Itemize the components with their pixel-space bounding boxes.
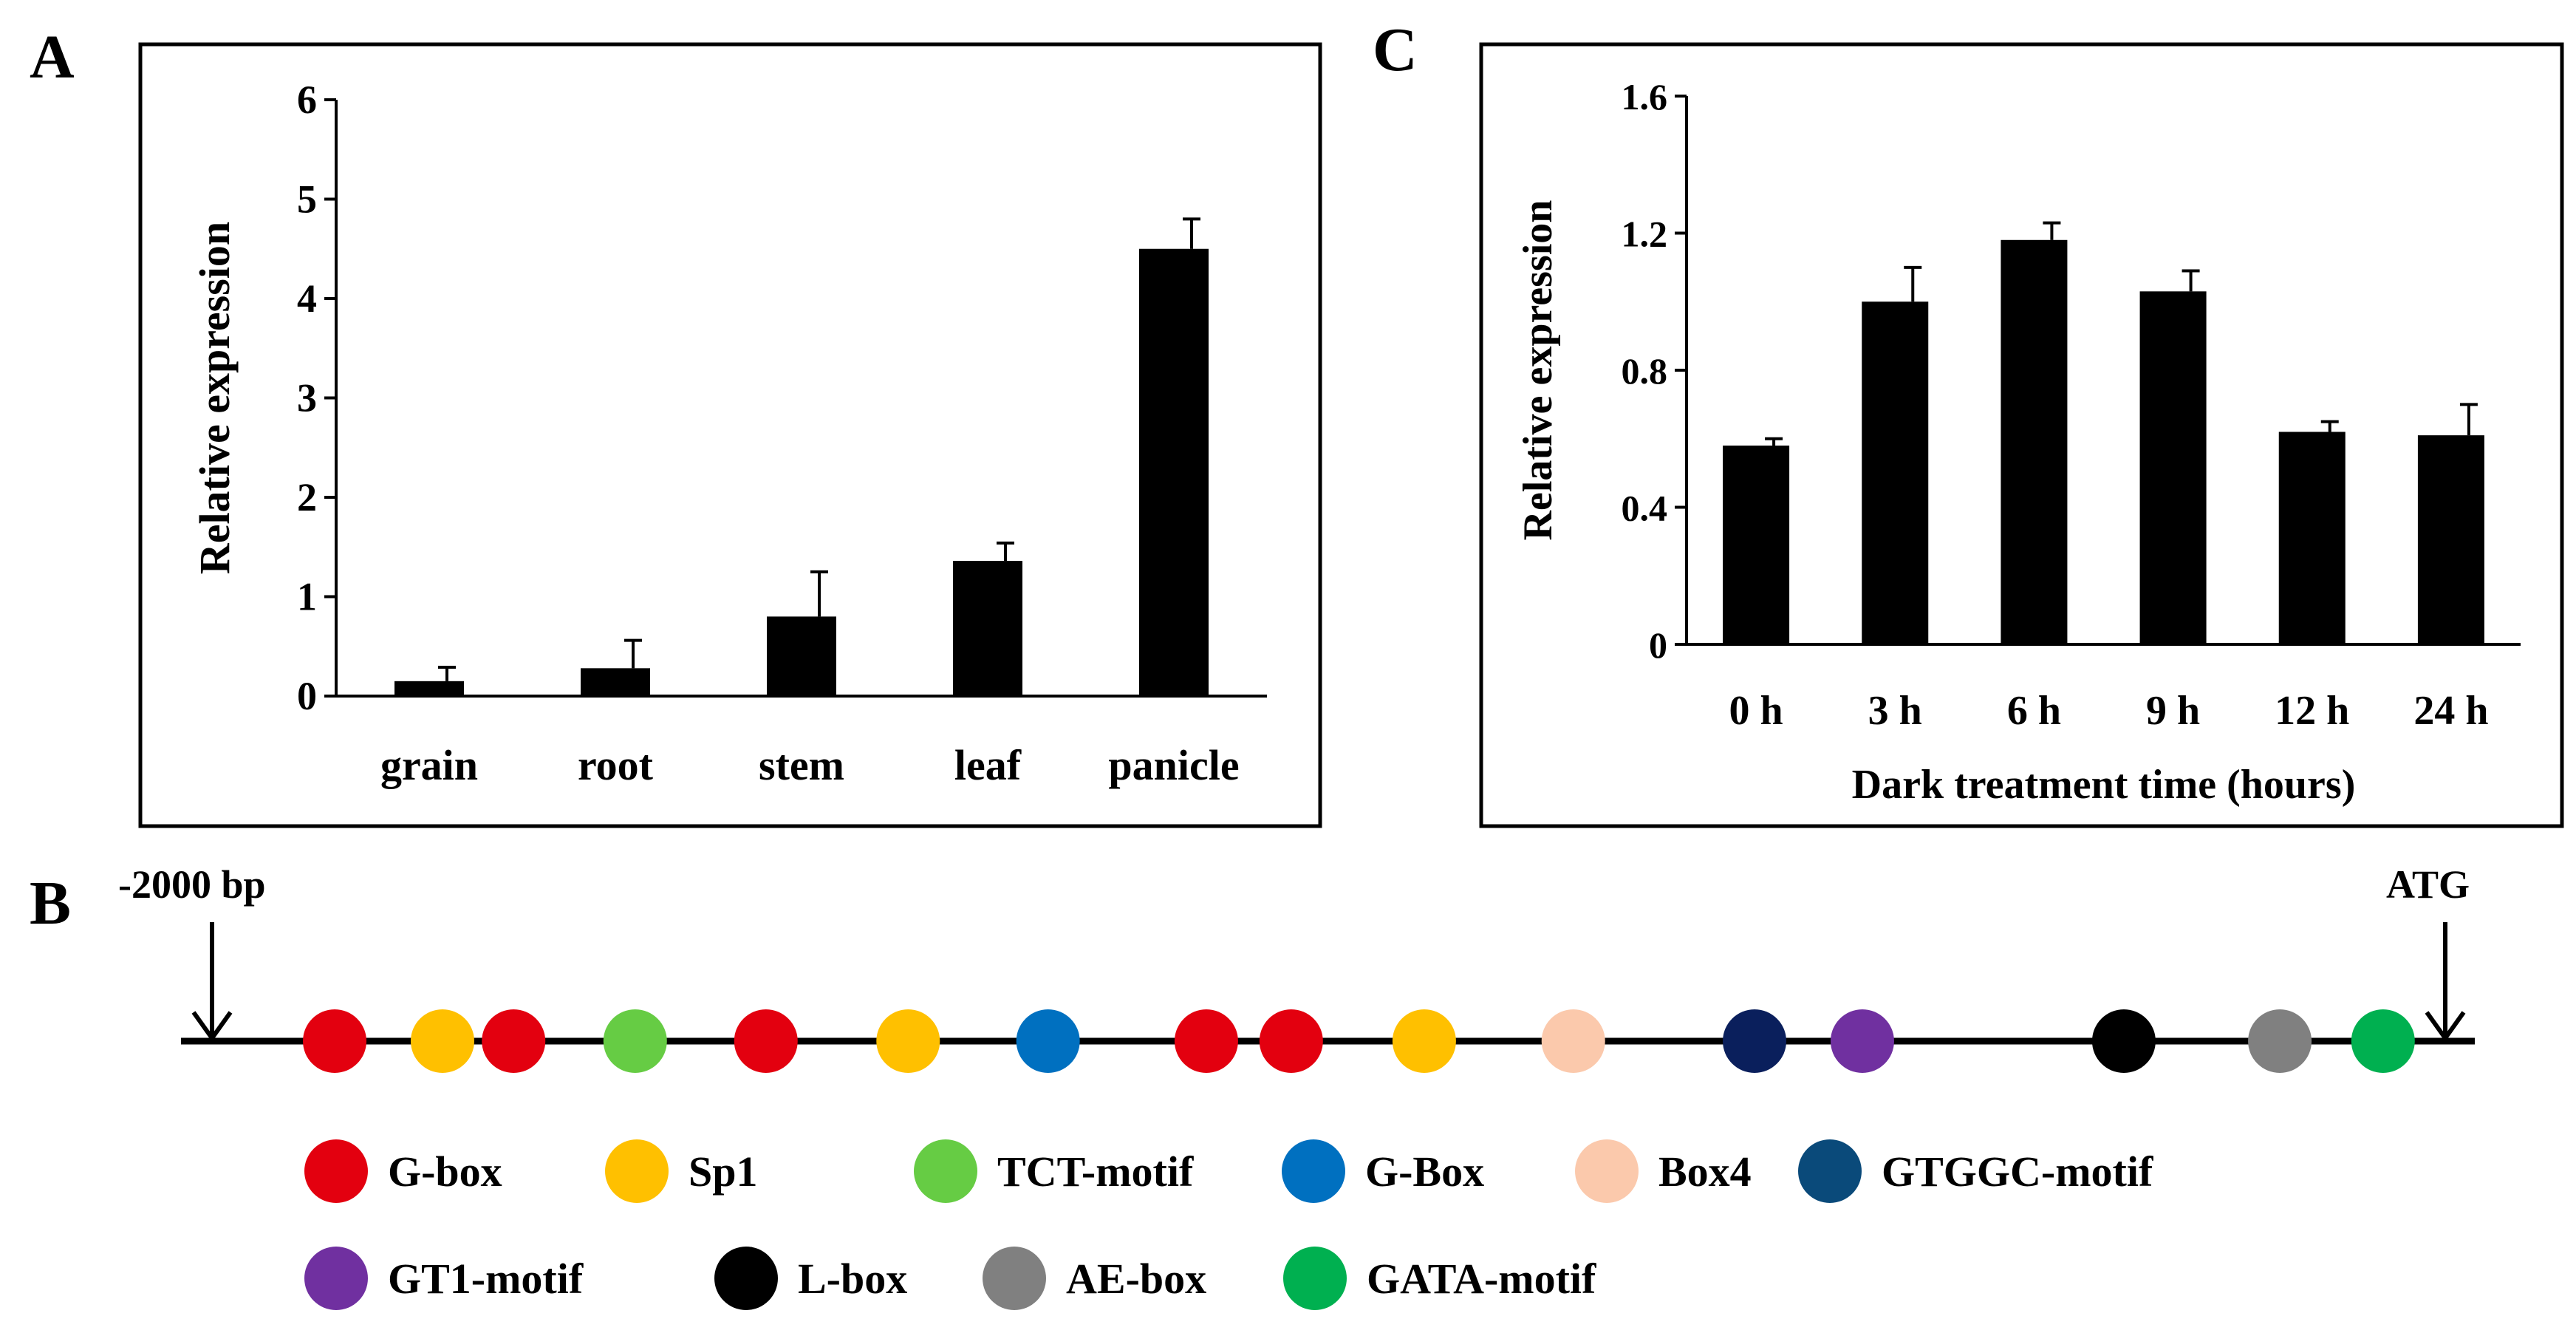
legend-label: L-box <box>798 1255 907 1303</box>
x-category-label: 9 h <box>2146 688 2200 734</box>
bar <box>581 668 650 696</box>
motif-marker-g-box <box>1174 1009 1238 1073</box>
x-category-label: 0 h <box>1729 688 1783 734</box>
chart-c: 0 0.4 0.8 1.2 1.6 0 h 3 h 6 h 9 h 12 h 24 h Relativ… <box>1515 76 2521 808</box>
y-axis-label: Relative expression <box>191 222 239 574</box>
legend-marker <box>1282 1139 1345 1203</box>
legend-label: AE-box <box>1066 1255 1206 1303</box>
bar <box>2001 239 2068 644</box>
motif-marker-tct-motif <box>603 1009 667 1073</box>
y-tick-label: 1.6 <box>1622 76 1668 117</box>
bar <box>1723 446 1790 644</box>
motif-marker-ae-box <box>2248 1009 2312 1073</box>
motif-marker-gtggc-motif <box>1723 1009 1787 1073</box>
x-category-label: 24 h <box>2413 688 2488 734</box>
panel-a-label: A <box>30 23 75 92</box>
y-tick-label: 0.8 <box>1622 350 1668 392</box>
motif-marker-sp1 <box>1392 1009 1456 1073</box>
motif-marker-l-box <box>2091 1009 2156 1073</box>
panel-c-label: C <box>1373 16 1418 84</box>
legend-label: TCT-motif <box>997 1148 1194 1196</box>
panel-c: C 0 0.4 0.8 1.2 1.6 0 h 3 h 6 h 9 h 12 h 24 h Relat… <box>1373 16 2564 828</box>
motif-marker-sp1 <box>410 1009 474 1073</box>
motif-marker-gata-motif <box>2351 1009 2415 1073</box>
legend-label: G-box <box>388 1148 502 1196</box>
y-axis-label: Relative expression <box>1515 200 1561 541</box>
y-tick-label: 0.4 <box>1622 488 1668 529</box>
legend-marker <box>304 1247 368 1310</box>
y-tick-label: 0 <box>1649 624 1667 666</box>
legend-label: Box4 <box>1658 1148 1752 1196</box>
motif-marker-g-box <box>1259 1009 1323 1073</box>
motif-marker-g-box <box>303 1009 367 1073</box>
bar <box>394 681 464 696</box>
y-tick-label: 6 <box>297 78 317 122</box>
y-tick-label: 1.2 <box>1622 214 1668 255</box>
legend-marker <box>1798 1139 1862 1203</box>
motif-marker-box4 <box>1541 1009 1605 1073</box>
motif-legend: G-box Sp1 TCT-motif G-Box Box4 GTGGC-motif GT1… <box>304 1139 2153 1310</box>
panel-a: A 0 1 2 3 4 5 6 grain root stem leaf panicle Relativ… <box>30 23 1322 828</box>
legend-label: GT1-motif <box>388 1255 584 1303</box>
legend-marker <box>914 1139 977 1203</box>
motif-marker-sp1 <box>876 1009 940 1073</box>
promoter-end-label: ATG <box>2386 862 2470 907</box>
y-tick-label: 5 <box>297 177 317 222</box>
legend-label: Sp1 <box>689 1148 758 1196</box>
bar <box>2417 435 2484 644</box>
motif-marker-g-box <box>1016 1009 1080 1073</box>
x-category-label: panicle <box>1108 741 1239 789</box>
bar <box>2139 291 2207 644</box>
bar <box>767 616 836 696</box>
bar <box>1862 301 1929 644</box>
legend-marker <box>1283 1247 1347 1310</box>
promoter-end-arrow <box>2425 922 2466 1043</box>
panel-c-frame <box>1479 42 2564 828</box>
legend-label: GTGGC-motif <box>1882 1148 2153 1196</box>
panel-b: B -2000 bp ATG G-box Sp1 TCT-motif G-Box Box… <box>30 862 2475 1310</box>
promoter-motifs <box>303 1009 2415 1073</box>
legend-marker <box>714 1247 778 1310</box>
x-category-label: stem <box>759 741 844 789</box>
motif-marker-g-box <box>734 1009 798 1073</box>
legend-marker <box>304 1139 368 1203</box>
panel-a-frame <box>138 42 1322 828</box>
y-tick-label: 1 <box>297 575 317 619</box>
y-tick-label: 2 <box>297 475 317 519</box>
promoter-start-label: -2000 bp <box>118 862 266 907</box>
y-tick-label: 4 <box>297 276 317 321</box>
legend-label: G-Box <box>1365 1148 1484 1196</box>
x-axis-label: Dark treatment time (hours) <box>1852 762 2356 808</box>
bar <box>1139 248 1209 696</box>
x-category-label: leaf <box>954 741 1022 789</box>
legend-marker <box>605 1139 669 1203</box>
chart-a: 0 1 2 3 4 5 6 grain root stem leaf panicle Relative … <box>191 78 1267 789</box>
x-category-label: 12 h <box>2275 688 2349 734</box>
motif-marker-gt1-motif <box>1830 1009 1894 1073</box>
x-category-label: 3 h <box>1868 688 1922 734</box>
x-category-label: 6 h <box>2007 688 2061 734</box>
legend-label: GATA-motif <box>1367 1255 1596 1303</box>
y-tick-label: 3 <box>297 376 317 420</box>
x-category-label: grain <box>380 741 478 789</box>
motif-marker-g-box <box>482 1009 546 1073</box>
promoter-start-arrow <box>191 922 233 1043</box>
y-tick-label: 0 <box>297 674 317 718</box>
bar <box>2278 432 2346 644</box>
bar <box>953 561 1022 696</box>
legend-marker <box>1575 1139 1639 1203</box>
x-category-label: root <box>578 741 654 789</box>
legend-marker <box>983 1247 1046 1310</box>
panel-b-label: B <box>30 869 71 938</box>
